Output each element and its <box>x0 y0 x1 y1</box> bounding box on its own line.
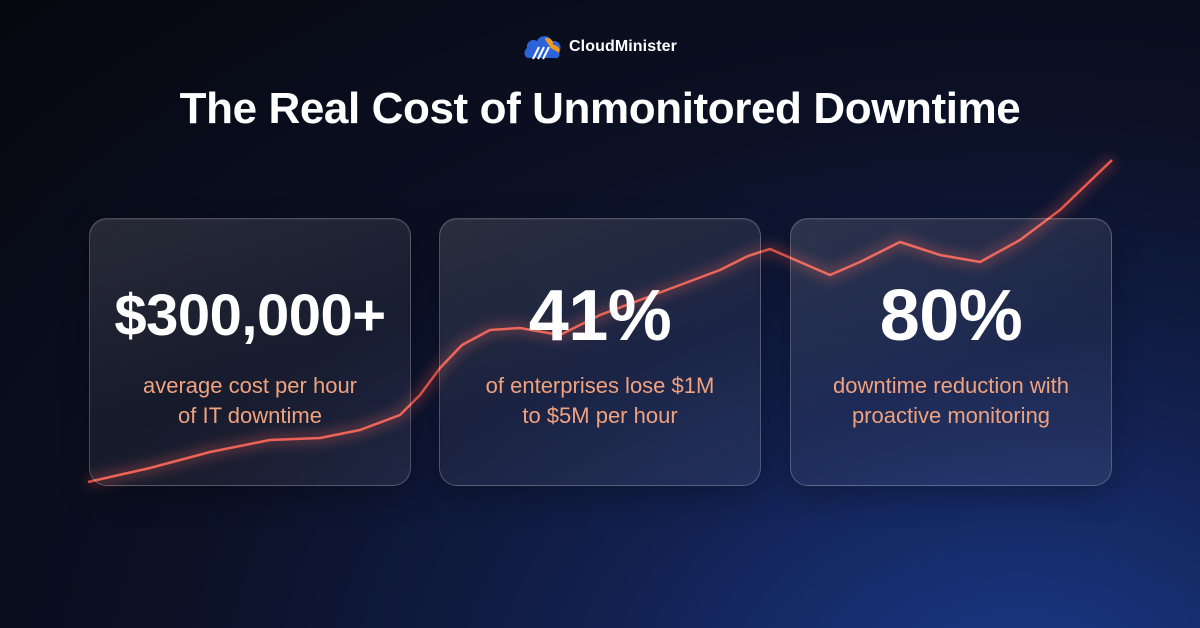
cloud-logo-icon <box>524 36 561 60</box>
stat-card-reduction: 80% downtime reduction with proactive mo… <box>790 218 1112 486</box>
stat-card-cost: $300,000+ average cost per hour of IT do… <box>89 218 411 486</box>
stat-description-line: downtime reduction with <box>832 373 1069 398</box>
stat-description-line: average cost per hour <box>142 373 358 398</box>
stat-description: average cost per hour of IT downtime <box>115 371 385 431</box>
brand-logo: CloudMinister <box>0 32 1200 62</box>
stat-description-line: to $5M per hour <box>522 403 678 428</box>
stat-card-enterprises: 41% of enterprises lose $1M to $5M per h… <box>439 218 761 486</box>
stat-description: downtime reduction with proactive monito… <box>816 371 1086 431</box>
stat-value: $300,000+ <box>114 283 386 348</box>
page-title: The Real Cost of Unmonitored Downtime <box>179 84 1021 133</box>
stat-value: 80% <box>879 276 1023 356</box>
stat-description: of enterprises lose $1M to $5M per hour <box>465 371 735 431</box>
stat-description-line: of enterprises lose $1M <box>485 373 715 398</box>
stat-description-line: proactive monitoring <box>851 403 1051 428</box>
stat-description-line: of IT downtime <box>178 403 322 428</box>
brand-name: CloudMinister <box>569 38 677 55</box>
stat-value: 41% <box>528 276 672 356</box>
